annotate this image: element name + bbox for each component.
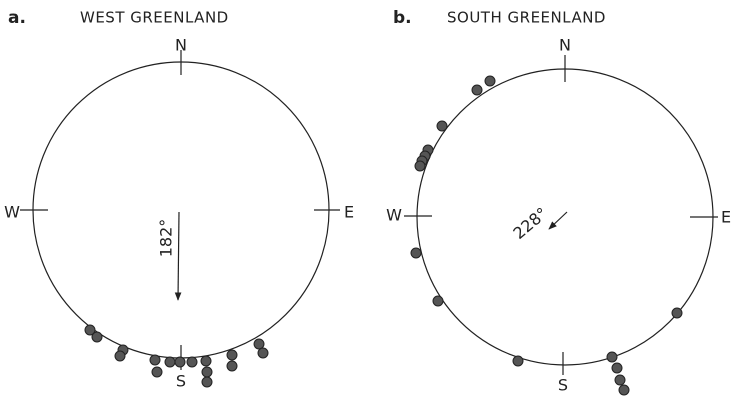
observation-dot bbox=[484, 75, 496, 87]
mean-arrow bbox=[548, 211, 568, 230]
observation-dot bbox=[436, 120, 448, 132]
observation-dot bbox=[114, 350, 126, 362]
stereonet-circle bbox=[416, 68, 714, 366]
compass-w: W bbox=[386, 206, 402, 225]
panel-label: a. bbox=[8, 8, 26, 28]
panel-b: b. SOUTH GREENLAND N S W E 228° bbox=[386, 8, 731, 396]
observation-dot bbox=[226, 360, 238, 372]
compass-s: S bbox=[558, 376, 568, 395]
panel-a: a. WEST GREENLAND N S W E 182° bbox=[4, 8, 354, 391]
observation-dot bbox=[164, 356, 176, 368]
compass-e: E bbox=[344, 203, 354, 222]
observation-dot bbox=[201, 376, 213, 388]
panel-title: WEST GREENLAND bbox=[80, 9, 229, 27]
panel-title: SOUTH GREENLAND bbox=[447, 9, 606, 27]
observation-dot bbox=[257, 347, 269, 359]
observation-dot bbox=[201, 366, 213, 378]
observation-dot bbox=[471, 84, 483, 96]
observation-dot bbox=[91, 331, 103, 343]
observation-dot bbox=[618, 384, 630, 396]
observation-dot bbox=[151, 366, 163, 378]
mean-direction: 228° bbox=[509, 204, 551, 243]
stereonet-circle bbox=[32, 61, 330, 359]
observations bbox=[84, 324, 269, 388]
observation-dot bbox=[149, 354, 161, 366]
observation-dot bbox=[174, 356, 186, 368]
observation-dot bbox=[84, 324, 96, 336]
compass-w: W bbox=[4, 203, 20, 222]
compass-n: N bbox=[175, 36, 187, 55]
mean-direction: 182° bbox=[157, 219, 176, 258]
compass-s: S bbox=[176, 372, 186, 391]
panel-label: b. bbox=[393, 8, 412, 28]
mean-arrow bbox=[174, 211, 182, 301]
compass-n: N bbox=[559, 36, 571, 55]
observation-dot bbox=[432, 295, 444, 307]
observation-dot bbox=[226, 349, 238, 361]
observation-dot bbox=[671, 307, 683, 319]
observation-dot bbox=[614, 374, 626, 386]
compass-e: E bbox=[721, 208, 731, 227]
observation-dot bbox=[410, 247, 422, 259]
observation-dot bbox=[606, 351, 618, 363]
observations bbox=[410, 75, 683, 396]
observation-dot bbox=[414, 160, 426, 172]
observation-dot bbox=[512, 355, 524, 367]
observation-dot bbox=[186, 356, 198, 368]
observation-dot bbox=[200, 355, 212, 367]
observation-dot bbox=[611, 362, 623, 374]
observation-dot bbox=[253, 338, 265, 350]
